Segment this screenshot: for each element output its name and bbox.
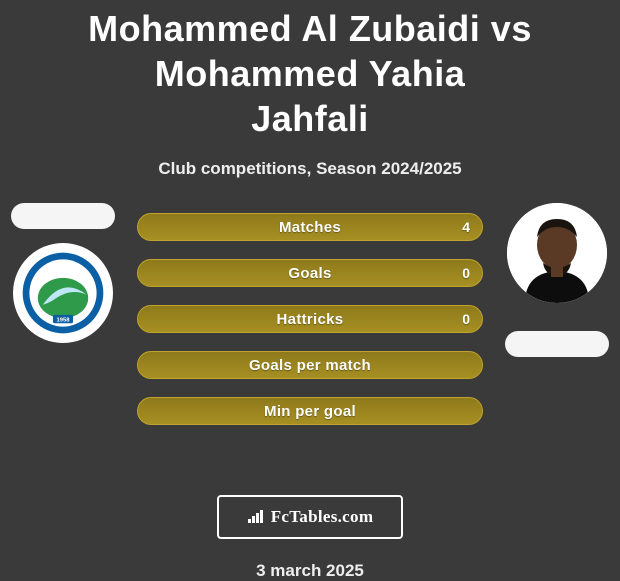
subtitle: Club competitions, Season 2024/2025 bbox=[0, 159, 620, 179]
date-text: 3 march 2025 bbox=[0, 561, 620, 581]
brand-badge[interactable]: FcTables.com bbox=[217, 495, 403, 539]
stat-label: Goals bbox=[288, 265, 331, 282]
stat-value-right: 4 bbox=[462, 219, 470, 235]
player-left-avatar: ALFATEH FC 1958 bbox=[13, 243, 113, 343]
stat-bar-goals-per-match: Goals per match bbox=[137, 351, 483, 379]
svg-text:1958: 1958 bbox=[56, 318, 70, 324]
stat-bars: Matches 4 Goals 0 Hattricks 0 Goals per … bbox=[137, 213, 483, 425]
title-line-1: Mohammed Al Zubaidi vs Mohammed Yahia bbox=[88, 8, 532, 94]
club-crest-icon: ALFATEH FC 1958 bbox=[21, 251, 105, 335]
stat-bar-hattricks: Hattricks 0 bbox=[137, 305, 483, 333]
player-headshot-icon bbox=[507, 203, 607, 303]
stat-label: Hattricks bbox=[277, 311, 344, 328]
barchart-icon bbox=[247, 510, 265, 524]
stat-label: Goals per match bbox=[249, 357, 371, 374]
stat-bar-matches: Matches 4 bbox=[137, 213, 483, 241]
title-line-2: Jahfali bbox=[251, 98, 369, 139]
svg-text:ALFATEH FC: ALFATEH FC bbox=[42, 267, 83, 274]
stat-bar-min-per-goal: Min per goal bbox=[137, 397, 483, 425]
stat-bar-goals: Goals 0 bbox=[137, 259, 483, 287]
comparison-stage: ALFATEH FC 1958 Matches 4 Goals bbox=[0, 213, 620, 473]
stat-label: Matches bbox=[279, 219, 341, 236]
page-title: Mohammed Al Zubaidi vs Mohammed Yahia Ja… bbox=[0, 0, 620, 141]
stat-label: Min per goal bbox=[264, 403, 356, 420]
stat-value-right: 0 bbox=[462, 311, 470, 327]
player-left: ALFATEH FC 1958 bbox=[8, 203, 118, 343]
player-right-name-pill bbox=[505, 331, 609, 357]
player-left-name-pill bbox=[11, 203, 115, 229]
stat-value-right: 0 bbox=[462, 265, 470, 281]
brand-text: FcTables.com bbox=[271, 507, 374, 527]
player-right bbox=[502, 203, 612, 357]
player-right-avatar bbox=[507, 203, 607, 303]
